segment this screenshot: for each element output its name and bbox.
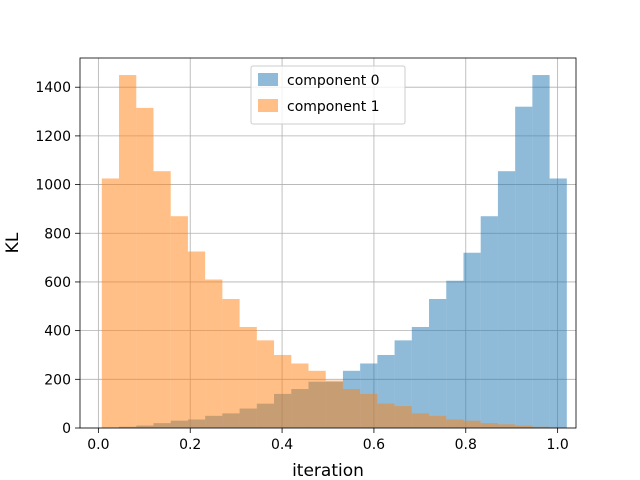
y-tick-label-4: 800 [44,226,71,242]
series-1-bar-12 [308,370,326,428]
series-0-bar-20 [446,280,464,428]
plot-frame [79,57,577,429]
series-1-bar-0 [101,178,120,428]
x-tick-label-4: 0.8 [455,437,477,453]
series-1-bar-10 [274,354,292,428]
series-1-bar-7 [222,298,240,428]
series-1-bar-16 [377,403,395,428]
x-tick-label-3: 0.6 [363,437,385,453]
series-1-bar-3 [153,171,171,428]
histogram-bars [101,75,567,429]
x-axis-ticks: 0.0 0.2 0.4 0.6 0.8 1.0 [87,428,569,453]
x-tick-label-0: 0.0 [87,437,109,453]
legend-label-component-0: component 0 [287,73,380,89]
legend: component 0 component 1 [250,65,406,125]
series-0-bar-25 [532,75,550,428]
series-1-bar-4 [170,216,188,428]
y-axis-ticks: 0 200 400 600 800 1000 1200 1400 [35,80,80,437]
y-tick-label-0: 0 [62,421,71,437]
series-0-bar-23 [497,171,516,428]
series-1-bar-19 [429,415,447,428]
series-1-bar-21 [463,420,481,428]
series-1-bar-6 [205,279,223,428]
y-axis-label: KL [3,232,23,253]
series-1-bar-20 [446,419,464,428]
series-1-bar-18 [411,413,430,428]
series-0-bar-26 [549,178,567,428]
legend-swatch-component-1 [258,99,278,112]
y-tick-label-6: 1200 [35,129,71,145]
series-1-bar-2 [136,107,154,429]
y-tick-label-3: 600 [44,275,71,291]
y-tick-label-1: 200 [44,372,71,388]
y-tick-label-2: 400 [44,324,71,340]
series-0-bar-21 [463,252,481,428]
y-tick-label-7: 1400 [35,80,71,96]
legend-box [250,65,406,125]
series-1-bar-17 [394,406,412,428]
series-1-bar-9 [256,340,275,428]
y-tick-label-5: 1000 [35,178,71,194]
series-1-bar-24 [515,425,533,428]
series-1-bar-11 [291,363,309,428]
series-1-bars [101,75,550,429]
legend-label-component-1: component 1 [287,99,380,115]
series-1-bar-22 [480,423,498,428]
series-1-bar-1 [119,75,137,428]
x-tick-label-5: 1.0 [546,437,568,453]
series-0-bar-22 [480,216,498,428]
series-0-bar-18 [411,326,430,428]
series-1-bar-8 [239,326,257,428]
series-1-bar-23 [497,424,516,428]
series-1-bar-14 [342,389,361,428]
series-1-bar-13 [325,380,343,428]
series-1-bar-15 [360,393,378,428]
legend-swatch-component-0 [258,73,278,86]
series-0-bar-24 [515,106,533,429]
x-axis-label: iteration [292,461,364,480]
x-tick-label-2: 0.4 [271,437,293,453]
series-1-bar-25 [532,426,550,428]
series-0-bar-19 [429,298,447,428]
series-1-bar-5 [187,251,206,428]
x-tick-label-1: 0.2 [179,437,201,453]
